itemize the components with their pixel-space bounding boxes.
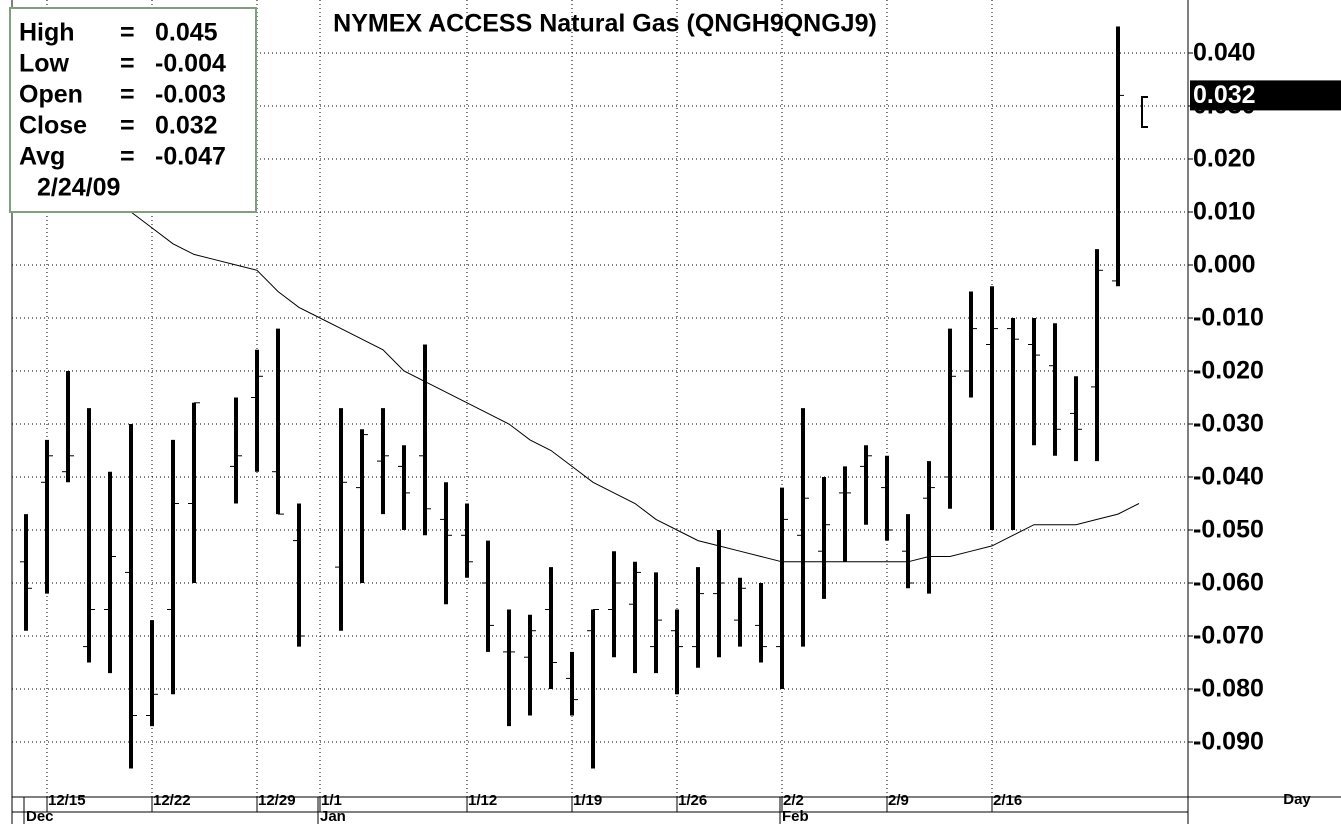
y-tick-label: -0.060 bbox=[1193, 569, 1264, 597]
info-separator: = bbox=[120, 143, 135, 171]
x-tick-label: 1/1 bbox=[321, 792, 342, 809]
x-tick-label: 12/15 bbox=[48, 792, 86, 809]
y-tick-label: -0.080 bbox=[1193, 675, 1264, 703]
x-tick-label: 12/22 bbox=[153, 792, 191, 809]
info-separator: = bbox=[120, 19, 135, 47]
y-tick-label: 0.040 bbox=[1193, 39, 1256, 67]
x-tick-label: 1/19 bbox=[573, 792, 602, 809]
info-box-frame bbox=[9, 7, 257, 213]
y-tick-label: 0.010 bbox=[1193, 198, 1256, 226]
last-price-box bbox=[1190, 80, 1341, 111]
info-date: 2/24/09 bbox=[37, 174, 120, 202]
y-tick-label: 0.000 bbox=[1193, 251, 1256, 279]
y-tick-label: -0.030 bbox=[1193, 410, 1264, 438]
y-tick-label: -0.090 bbox=[1193, 728, 1264, 756]
x-tick-label: 12/29 bbox=[258, 792, 296, 809]
info-label: High bbox=[19, 19, 75, 47]
x-tick-label: 2/2 bbox=[783, 792, 804, 809]
info-box: High = 0.045 Low = -0.004 Open = -0.003 Close = 0.0… bbox=[9, 7, 257, 213]
info-separator: = bbox=[120, 112, 135, 140]
bracket-marker bbox=[1141, 96, 1148, 128]
month-label: Feb bbox=[782, 808, 809, 824]
axis-labels: 0.0400.0300.0200.0100.000-0.010-0.020-0.… bbox=[23, 39, 1341, 824]
moving-average-line bbox=[130, 211, 1140, 563]
info-separator: = bbox=[120, 81, 135, 109]
info-separator: = bbox=[120, 50, 135, 78]
marks bbox=[20, 26, 1140, 769]
y-tick-label: -0.070 bbox=[1193, 622, 1264, 650]
month-label: Dec bbox=[26, 808, 54, 824]
y-tick-label: 0.020 bbox=[1193, 145, 1256, 173]
last-price-label: 0.032 bbox=[1193, 81, 1256, 109]
info-label: Avg bbox=[19, 143, 65, 171]
chart-title: NYMEX ACCESS Natural Gas (QNGH9QNGJ9) bbox=[333, 10, 877, 38]
x-tick-label: 1/26 bbox=[678, 792, 707, 809]
info-label: Open bbox=[19, 81, 83, 109]
info-value: 0.045 bbox=[155, 19, 218, 47]
info-label: Close bbox=[19, 112, 87, 140]
month-label: Jan bbox=[320, 808, 346, 824]
x-tick-label: 2/16 bbox=[993, 792, 1022, 809]
x-axis-label: Day bbox=[1283, 791, 1311, 808]
info-value: -0.004 bbox=[155, 50, 226, 78]
info-value: 0.032 bbox=[155, 112, 218, 140]
y-tick-label: -0.040 bbox=[1193, 463, 1264, 491]
x-tick-label: 2/9 bbox=[888, 792, 909, 809]
info-label: Low bbox=[19, 50, 70, 78]
y-tick-label: -0.020 bbox=[1193, 357, 1264, 385]
info-value: -0.003 bbox=[155, 81, 226, 109]
info-value: -0.047 bbox=[155, 143, 226, 171]
y-tick-label: -0.050 bbox=[1193, 516, 1264, 544]
y-tick-label: -0.010 bbox=[1193, 304, 1264, 332]
x-tick-label: 1/12 bbox=[468, 792, 497, 809]
